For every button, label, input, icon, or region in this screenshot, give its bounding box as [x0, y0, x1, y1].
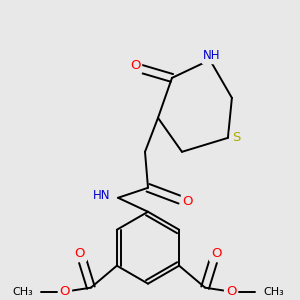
Text: O: O: [75, 247, 85, 260]
Text: O: O: [211, 247, 221, 260]
Text: O: O: [183, 195, 193, 208]
Text: CH₃: CH₃: [263, 287, 284, 297]
Text: O: O: [226, 285, 236, 298]
Text: CH₃: CH₃: [12, 287, 33, 297]
Text: S: S: [232, 131, 240, 144]
Text: NH: NH: [203, 50, 221, 62]
Text: HN: HN: [92, 189, 110, 202]
Text: O: O: [130, 59, 140, 72]
Text: O: O: [60, 285, 70, 298]
